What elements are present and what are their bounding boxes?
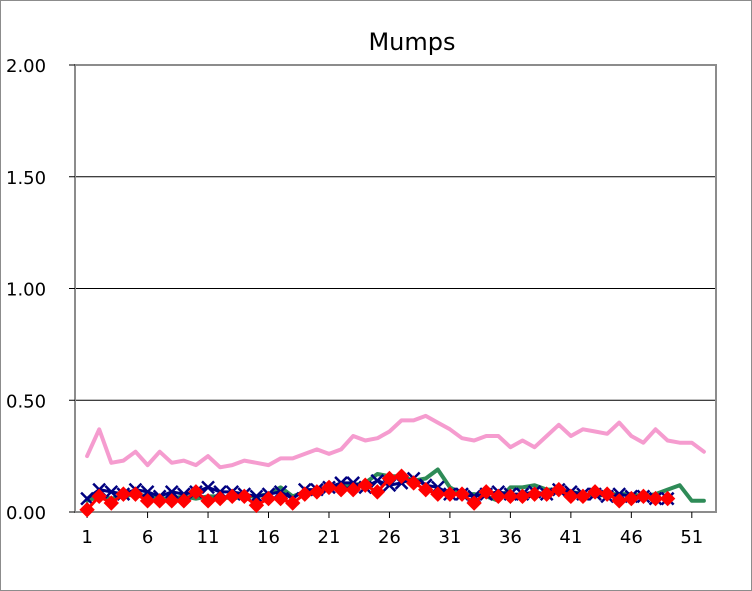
diamond-marker [212,490,228,507]
y-tick-label: 0.00 [6,503,46,524]
diamond-marker [224,488,240,505]
x-tick-label: 26 [378,527,401,548]
x-tick-label: 1 [81,527,92,548]
diamond-marker [309,484,325,500]
diamond-marker [647,490,664,507]
diamond-marker [393,468,410,484]
diamond-marker [490,488,507,505]
diamond-marker [538,486,555,502]
x-tick-label: 16 [257,527,280,548]
diamond-marker [91,488,107,505]
diamond-marker [551,481,567,498]
x-tick-label: 51 [680,527,703,548]
x-tick-label: 31 [438,527,461,548]
diamond-marker [563,488,579,505]
diamond-marker [176,493,192,509]
diamond-marker [635,488,652,505]
y-tick-label: 2.00 [6,56,46,77]
diamond-marker [79,502,95,518]
series-layer [79,413,706,518]
diamond-marker [284,495,301,511]
diamond-marker [357,477,373,493]
x-marker [164,485,179,499]
x-tick-label: 11 [197,527,220,548]
x-tick-label: 6 [142,527,153,548]
diamond-marker [454,486,470,502]
diamond-marker [236,488,253,505]
x-marker [140,485,155,499]
diamond-marker [139,493,156,509]
diamond-marker [442,486,458,502]
diamond-marker [587,484,603,500]
diamond-marker [188,484,204,500]
y-tick-label: 0.50 [6,391,46,412]
diamond-marker [260,490,277,507]
chart-title: Mumps [368,28,455,56]
diamond-marker [164,493,180,509]
diamond-marker [599,486,615,502]
diamond-marker [659,490,676,507]
diamond-marker [369,484,386,500]
x-tick-label: 41 [559,527,582,548]
diamond-marker [333,481,349,498]
diamond-marker [405,475,422,491]
x-tick-label: 46 [620,527,643,548]
x-tick-label: 36 [499,527,522,548]
x-marker [104,485,119,499]
diamond-marker [478,484,494,500]
diamond-marker [103,495,119,511]
diamond-marker [526,486,543,502]
y-tick-label: 1.50 [6,168,46,189]
diamond-marker [248,497,265,514]
series-line [85,413,706,470]
x-tick-label: 21 [318,527,341,548]
diamond-marker [272,490,289,507]
gridlines [75,176,716,401]
diamond-marker [151,493,168,509]
diamond-marker [514,488,531,505]
x-marker [370,473,385,488]
diamond-marker [345,481,361,498]
x-marker [80,491,94,506]
diamond-marker [502,488,519,505]
series-1 [85,413,706,470]
diamond-marker [418,481,434,498]
diamond-marker [127,486,144,502]
axes: 0.000.501.001.502.001 6 11 16 21 26 31 36 41 46 51 [6,56,703,548]
diamond-marker [115,486,132,502]
x-marker [249,489,264,504]
diamond-marker [321,479,337,496]
diamond-marker [575,488,591,505]
diamond-marker [466,495,482,511]
x-marker [201,480,215,495]
series-4 [79,468,676,518]
diamond-marker [430,486,446,502]
y-tick-label: 1.00 [6,280,46,301]
